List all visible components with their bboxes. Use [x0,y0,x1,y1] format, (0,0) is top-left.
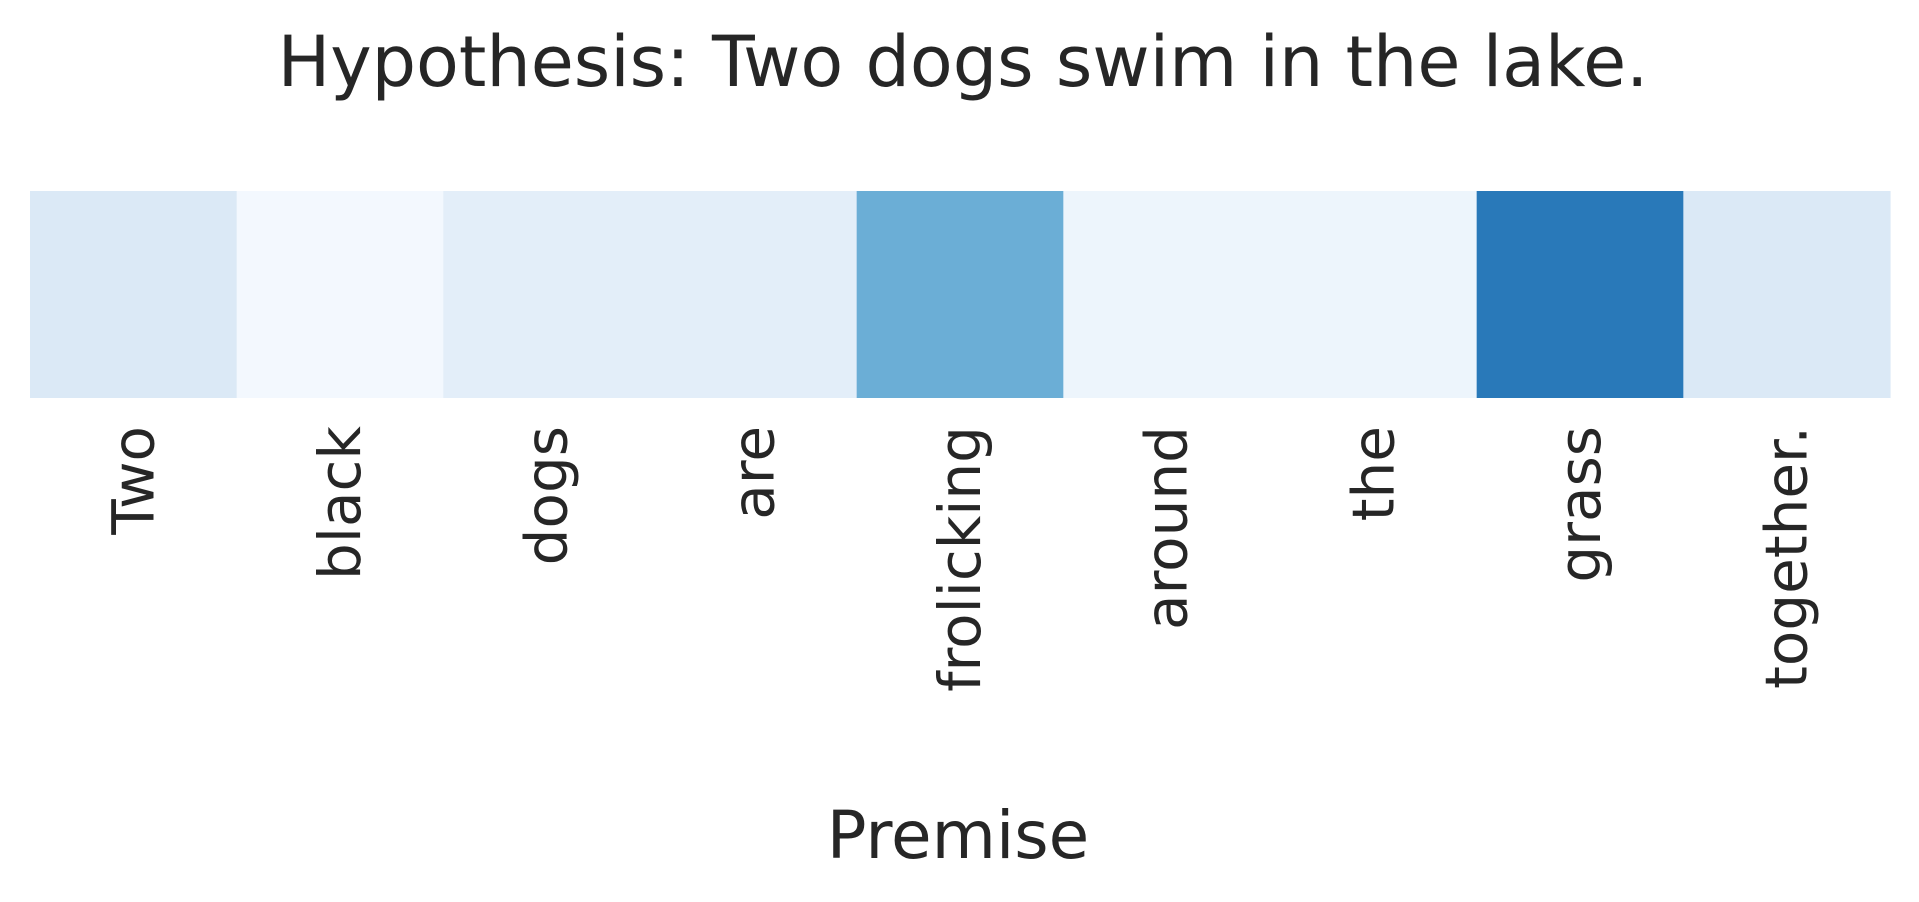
heatmap-cell-3 [443,191,651,398]
x-tick-label-9: together. [1753,426,1821,689]
x-tick-labels: Two black dogs are frolicking around the grass t… [99,426,1820,692]
heatmap-cell-9 [1683,191,1891,398]
heatmap-cell-1 [30,191,238,398]
x-tick-label-6: around [1133,426,1201,630]
x-tick-label-3: dogs [513,426,581,565]
x-tick-label-4: are [719,426,787,520]
chart-title: Hypothesis: Two dogs swim in the lake. [278,21,1649,103]
x-tick-label-1: Two [99,426,167,536]
x-tick-label-8: grass [1546,426,1614,583]
heatmap-cell-6 [1063,191,1271,398]
heatmap-cells [30,191,1891,398]
x-axis-label: Premise [827,797,1090,874]
x-tick-label-2: black [306,426,374,580]
heatmap-cell-5 [856,191,1064,398]
heatmap-cell-2 [236,191,444,398]
heatmap-cell-4 [650,191,858,398]
x-tick-label-7: the [1339,426,1407,521]
x-tick-label-5: frolicking [926,426,994,692]
heatmap-cell-7 [1270,191,1478,398]
heatmap-cell-8 [1476,191,1684,398]
